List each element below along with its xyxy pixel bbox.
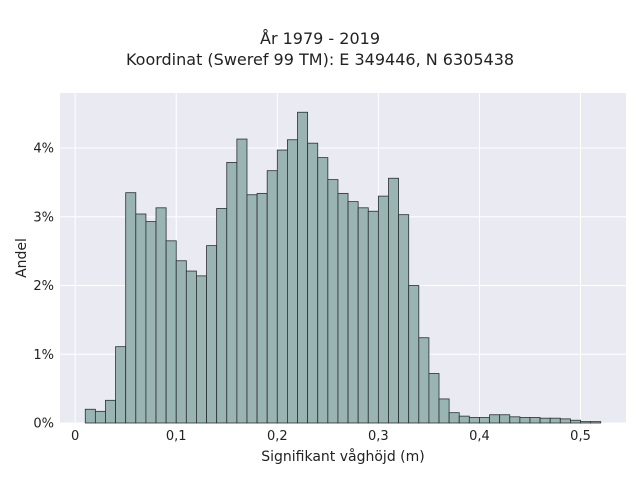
histogram-bar bbox=[479, 417, 490, 424]
y-tick-label: 0% bbox=[33, 417, 54, 432]
histogram-bar bbox=[115, 346, 127, 424]
histogram-bar bbox=[489, 414, 501, 424]
histogram-bar bbox=[266, 170, 278, 424]
histogram-bar bbox=[105, 399, 116, 424]
histogram-bar bbox=[448, 412, 460, 424]
x-tick-label: 0,1 bbox=[166, 429, 187, 444]
x-tick-label: 0,4 bbox=[469, 429, 490, 444]
histogram-bar bbox=[216, 208, 228, 424]
y-axis-label: Andel bbox=[14, 238, 30, 278]
histogram-bar bbox=[276, 149, 288, 424]
histogram-bar bbox=[84, 408, 96, 424]
chart-subtitle: Koordinat (Sweref 99 TM): E 349446, N 63… bbox=[125, 50, 515, 69]
histogram-bar bbox=[307, 142, 319, 424]
histogram-bar bbox=[196, 275, 207, 424]
histogram-bar bbox=[155, 207, 167, 424]
histogram-bar bbox=[135, 213, 147, 424]
histogram-bar bbox=[570, 419, 581, 424]
y-tick-label: 1% bbox=[33, 348, 54, 363]
y-axis-ticks: 0% 1% 2% 3% 4% bbox=[33, 142, 54, 432]
histogram-bar bbox=[418, 337, 430, 424]
histogram-bar bbox=[468, 417, 480, 424]
x-tick-label: 0 bbox=[71, 429, 79, 444]
histogram-bar bbox=[175, 260, 187, 424]
y-tick-label: 3% bbox=[33, 210, 54, 225]
x-axis-label: Signifikant våghöjd (m) bbox=[261, 448, 424, 465]
histogram-bar bbox=[377, 195, 389, 424]
histogram-bar bbox=[256, 192, 268, 424]
histogram-bar bbox=[145, 221, 157, 424]
histogram-bar bbox=[337, 192, 349, 424]
histogram-bar bbox=[428, 373, 440, 424]
histogram-bar bbox=[327, 179, 339, 424]
histogram-bar bbox=[317, 157, 329, 424]
histogram-bar bbox=[367, 210, 379, 424]
histogram-bar bbox=[165, 240, 177, 424]
histogram-bar bbox=[226, 162, 238, 424]
y-tick-label: 4% bbox=[33, 142, 54, 157]
histogram-bar bbox=[297, 111, 309, 424]
histogram-bar bbox=[185, 270, 197, 424]
histogram-bar bbox=[549, 417, 561, 424]
histogram-bar bbox=[236, 138, 248, 424]
histogram-bar bbox=[519, 417, 531, 424]
histogram-bar bbox=[499, 414, 511, 424]
histogram-bar bbox=[287, 139, 298, 424]
histogram-bar bbox=[509, 416, 521, 424]
histogram-bar bbox=[438, 398, 450, 424]
histogram-bar bbox=[347, 201, 359, 424]
x-tick-label: 0,3 bbox=[368, 429, 389, 444]
histogram-bar bbox=[398, 214, 410, 424]
y-tick-label: 2% bbox=[33, 279, 54, 294]
histogram-bar bbox=[580, 421, 592, 424]
histogram-bar bbox=[246, 194, 258, 424]
chart-title: År 1979 - 2019 bbox=[260, 29, 380, 48]
histogram-bar bbox=[206, 245, 218, 424]
histogram-bar bbox=[529, 417, 541, 424]
histogram-bar bbox=[559, 418, 571, 424]
histogram-bar bbox=[539, 417, 551, 424]
histogram-bar bbox=[590, 421, 602, 424]
x-tick-label: 0,5 bbox=[570, 429, 591, 444]
x-tick-label: 0,2 bbox=[267, 429, 288, 444]
histogram-bar bbox=[408, 285, 420, 424]
histogram-bar bbox=[388, 177, 399, 424]
histogram-bar bbox=[458, 415, 470, 424]
histogram-bar bbox=[94, 410, 106, 424]
bars bbox=[84, 111, 602, 424]
histogram-bar bbox=[125, 192, 137, 424]
histogram-bar bbox=[357, 207, 369, 424]
x-axis-ticks: 0 0,1 0,2 0,3 0,4 0,5 bbox=[71, 429, 591, 444]
